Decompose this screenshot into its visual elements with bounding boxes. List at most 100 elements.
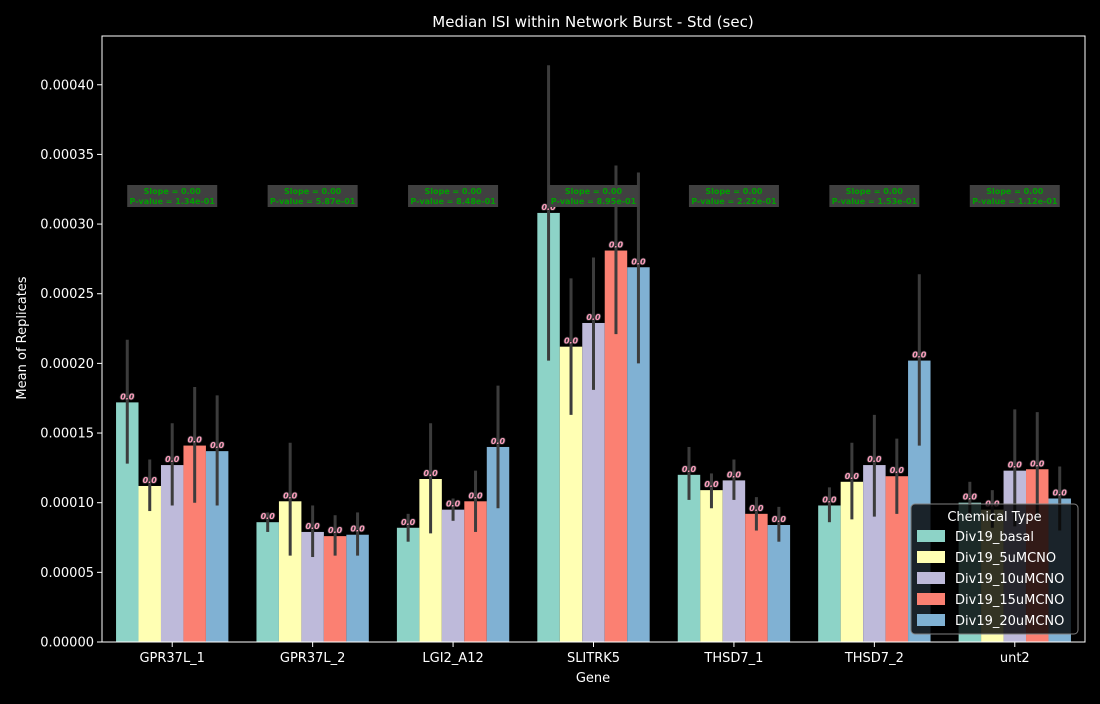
legend-box	[910, 503, 1079, 635]
bar	[183, 445, 206, 642]
bar-value-label: 0.0	[328, 526, 343, 535]
plot-frame	[101, 35, 1086, 643]
x-tick-label: THSD7_2	[844, 651, 904, 666]
bar-value-label: 0.0	[1008, 461, 1023, 470]
bar	[346, 534, 369, 642]
stats-annotation-box	[969, 185, 1060, 207]
stats-slope-text: Slope = 0.00	[705, 187, 763, 196]
bar	[256, 522, 279, 642]
stats-slope-text: Slope = 0.00	[144, 187, 202, 196]
bar	[840, 481, 864, 642]
bar	[486, 446, 510, 642]
x-tick-label: unt2	[1000, 651, 1030, 666]
bar-value-label: 0.0	[350, 525, 365, 534]
bar-value-label: 0.0	[446, 500, 461, 509]
bar	[722, 480, 746, 642]
bar-value-label: 0.0	[912, 351, 927, 360]
bar	[627, 267, 650, 642]
legend-label: Div19_20uMCNO	[955, 614, 1064, 629]
bar	[396, 527, 420, 642]
bar-value-label: 0.0	[188, 436, 203, 445]
bar-value-label: 0.0	[1053, 489, 1068, 498]
legend-swatch	[917, 572, 945, 584]
legend-label: Div19_5uMCNO	[955, 551, 1056, 566]
x-axis-label: Gene	[576, 671, 610, 686]
y-tick-label: 0.00015	[40, 427, 94, 442]
y-axis-label: Mean of Replicates	[15, 276, 30, 399]
legend-swatch	[917, 530, 945, 542]
stats-slope-text: Slope = 0.00	[986, 187, 1044, 196]
y-tick-label: 0.00025	[40, 287, 94, 302]
bar-value-label: 0.0	[727, 470, 742, 479]
bar-value-label: 0.0	[143, 476, 158, 485]
bar	[767, 524, 791, 642]
legend-label: Div19_10uMCNO	[955, 572, 1064, 587]
bar	[160, 465, 184, 642]
stats-pvalue-text: P-value = 1.12e-01	[972, 197, 1058, 206]
stats-pvalue-text: P-value = 8.95e-01	[551, 197, 637, 206]
bar-value-label: 0.0	[609, 241, 624, 250]
x-tick-label: SLITRK5	[567, 651, 620, 666]
y-tick-label: 0.00020	[40, 357, 94, 372]
bar-value-label: 0.0	[541, 203, 556, 212]
legend-title: Chemical Type	[947, 510, 1041, 525]
legend-swatch	[917, 551, 945, 563]
y-tick-label: 0.00000	[40, 636, 94, 651]
bar	[323, 536, 347, 642]
stats-annotation-box	[829, 185, 920, 207]
bar-value-label: 0.0	[890, 466, 905, 475]
bar-value-label: 0.0	[845, 472, 860, 481]
stats-pvalue-text: P-value = 5.87e-01	[270, 197, 356, 206]
bar-value-label: 0.0	[631, 257, 646, 266]
bar	[677, 474, 701, 642]
stats-annotation-box	[127, 185, 218, 207]
bar-value-label: 0.0	[586, 313, 601, 322]
bar-value-label: 0.0	[210, 441, 225, 450]
bar	[582, 322, 605, 642]
x-tick-label: GPR37L_1	[139, 651, 205, 666]
bar	[301, 531, 324, 642]
bar-value-label: 0.0	[1030, 459, 1045, 468]
bar	[419, 479, 442, 642]
bar-value-label: 0.0	[468, 491, 483, 500]
bar-value-label: 0.0	[822, 495, 837, 504]
bar	[205, 451, 229, 642]
bar-value-label: 0.0	[963, 493, 978, 502]
bar-value-label: 0.0	[424, 469, 439, 478]
stats-annotation-box	[408, 185, 499, 207]
y-tick-label: 0.00030	[40, 218, 94, 233]
bar	[604, 250, 628, 642]
stats-slope-text: Slope = 0.00	[565, 187, 623, 196]
bar	[863, 465, 886, 642]
bar-value-label: 0.0	[704, 480, 719, 489]
legend: Chemical Type Div19_basal Div19_5uMCNO Div1…	[910, 503, 1079, 635]
bar	[278, 501, 302, 642]
bar-value-label: 0.0	[165, 455, 180, 464]
stats-slope-text: Slope = 0.00	[424, 187, 482, 196]
bar-value-label: 0.0	[491, 437, 506, 446]
legend-label: Div19_15uMCNO	[955, 593, 1064, 608]
bar-value-label: 0.0	[564, 337, 579, 346]
stats-slope-text: Slope = 0.00	[846, 187, 904, 196]
bar	[818, 505, 841, 642]
chart-title: Median ISI within Network Burst - Std (s…	[432, 13, 753, 31]
bar	[138, 485, 161, 642]
stats-annotation-box	[267, 185, 358, 207]
plot-area: 0.00000 0.00005 0.00010 0.00015 0.00020 0.000…	[40, 65, 1071, 666]
stats-annotation-box	[548, 185, 639, 207]
bar	[537, 212, 560, 642]
bar	[700, 490, 723, 642]
y-tick-label: 0.00040	[40, 78, 94, 93]
stats-pvalue-text: P-value = 2.22e-01	[691, 197, 777, 206]
y-tick-label: 0.00035	[40, 148, 94, 163]
x-tick-label: THSD7_1	[703, 651, 763, 666]
y-tick-label: 0.00005	[40, 566, 94, 581]
bar-value-label: 0.0	[261, 512, 276, 521]
stats-pvalue-text: P-value = 8.48e-01	[410, 197, 496, 206]
stats-pvalue-text: P-value = 1.53e-01	[832, 197, 918, 206]
y-tick-label: 0.00010	[40, 496, 94, 511]
bar	[441, 509, 465, 642]
x-tick-label: LGI2_A12	[422, 651, 483, 666]
